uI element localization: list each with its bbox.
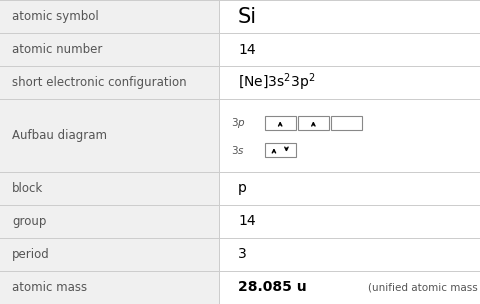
Bar (330, 116, 361, 130)
Text: 14: 14 (238, 214, 255, 228)
Text: Si: Si (238, 6, 257, 26)
Text: atomic mass: atomic mass (12, 281, 87, 294)
Text: 14: 14 (238, 43, 255, 57)
Text: Aufbau diagram: Aufbau diagram (12, 129, 107, 142)
Bar (218, 66, 480, 99)
Text: atomic symbol: atomic symbol (12, 10, 98, 23)
Bar (218, 33, 480, 66)
Text: 3: 3 (238, 247, 246, 261)
Text: short electronic configuration: short electronic configuration (12, 76, 186, 89)
Bar (264, 116, 295, 130)
Bar (218, 0, 480, 33)
Bar (218, 172, 480, 205)
Text: p: p (238, 181, 246, 195)
Bar (264, 143, 295, 157)
Bar (218, 238, 480, 271)
Text: $3s$: $3s$ (230, 144, 244, 156)
Text: block: block (12, 182, 43, 195)
Text: 28.085 u: 28.085 u (238, 281, 306, 295)
Bar (297, 116, 328, 130)
Text: $\mathregular{[Ne]3s^23p^2}$: $\mathregular{[Ne]3s^23p^2}$ (238, 72, 315, 93)
Text: atomic number: atomic number (12, 43, 102, 56)
Text: (unified atomic mass units): (unified atomic mass units) (367, 282, 480, 292)
Bar (218, 271, 480, 304)
Text: period: period (12, 248, 49, 261)
Text: group: group (12, 215, 46, 228)
Bar (218, 99, 480, 172)
Text: $3p$: $3p$ (230, 116, 245, 130)
Bar (218, 205, 480, 238)
